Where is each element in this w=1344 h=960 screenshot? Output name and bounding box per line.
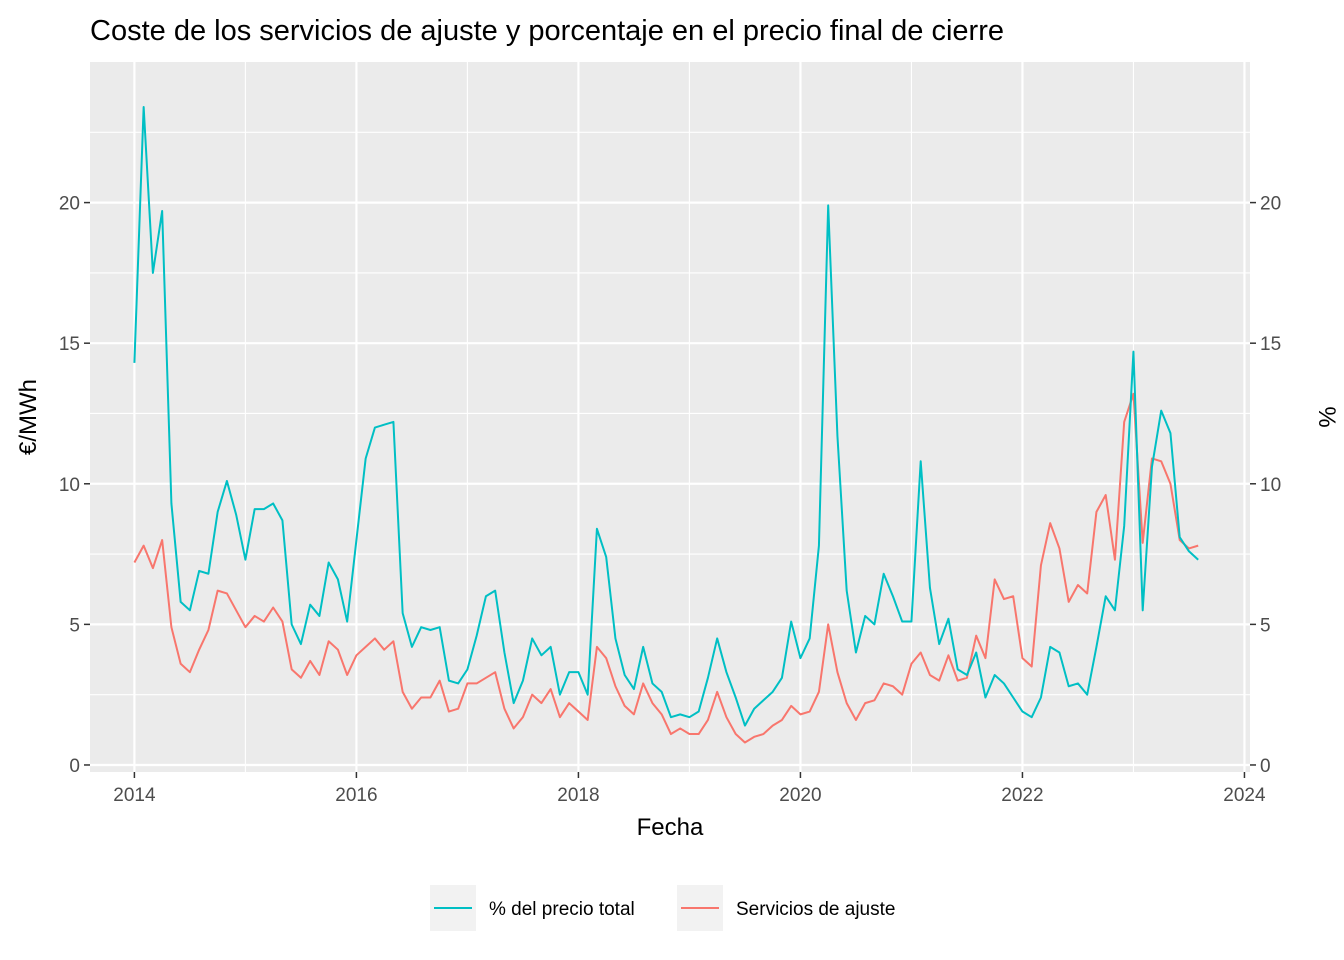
x-tick-label: 2022 [1001,785,1043,806]
legend-label-1: Servicios de ajuste [736,899,895,920]
series-line-0 [133,105,1199,727]
series-line-1 [133,392,1199,744]
x-tick-label: 2018 [557,785,599,806]
y-tick-label-left: 15 [59,334,80,355]
grid-lines [90,62,1250,772]
legend: % del precio total Servicios de ajuste [430,885,895,931]
y-axis-left: 0 5 10 15 20 [59,194,90,777]
y-tick-label-left: 5 [69,615,80,636]
y-tick-label-left: 10 [59,475,80,496]
y-tick-label-right: 20 [1260,194,1281,215]
legend-label-0: % del precio total [489,899,635,920]
y-tick-label-right: 0 [1260,756,1271,777]
chart-title: Coste de los servicios de ajuste y porce… [90,15,1004,47]
legend-item-0: % del precio total [430,885,635,931]
y-tick-label-left: 20 [59,194,80,215]
legend-item-1: Servicios de ajuste [677,885,895,931]
y-axis-title-left: €/MWh [15,379,42,455]
y-tick-label-right: 15 [1260,334,1281,355]
y-tick-label-right: 10 [1260,475,1281,496]
x-tick-label: 2014 [113,785,156,806]
y-axis-right: 0 5 10 15 20 [1250,194,1281,777]
x-tick-label: 2016 [335,785,377,806]
x-axis: 2014 2016 2018 2020 2022 2024 [113,772,1266,806]
y-tick-label-left: 0 [69,756,80,777]
x-tick-label: 2024 [1223,785,1266,806]
x-axis-title: Fecha [637,814,704,841]
y-axis-title-right: % [1313,406,1340,427]
plot-panel [90,62,1250,772]
series-layer [133,105,1199,744]
y-tick-label-right: 5 [1260,615,1271,636]
x-tick-label: 2020 [779,785,821,806]
